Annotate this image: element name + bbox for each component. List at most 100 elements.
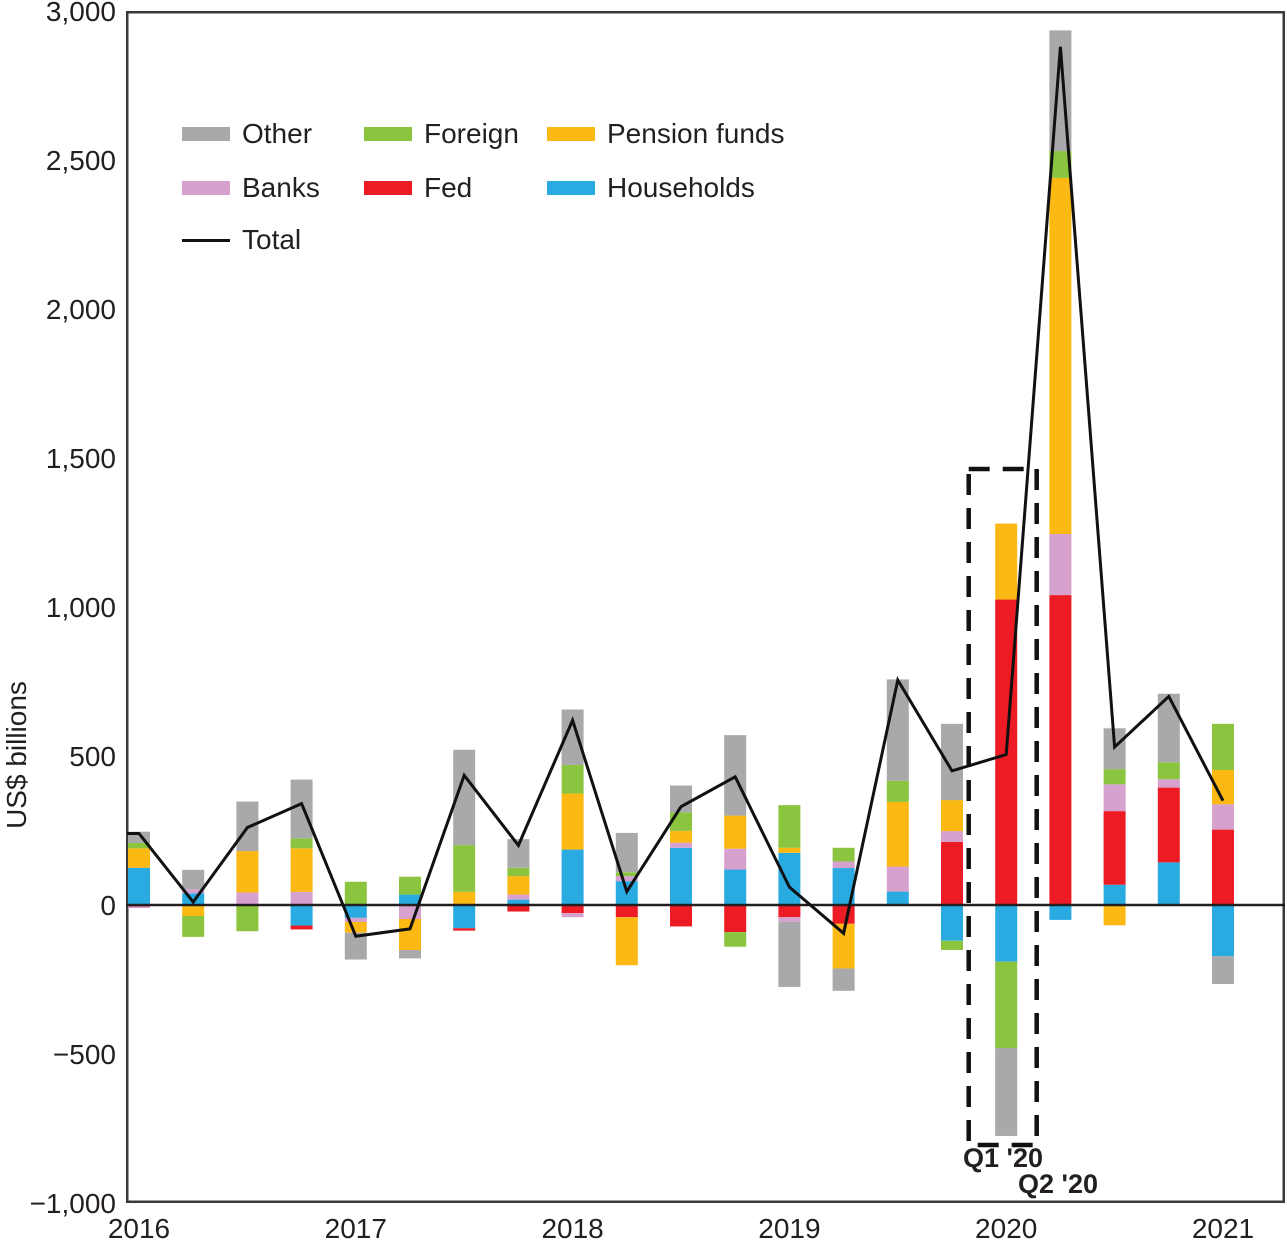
bar-segment-banks-2018-q3 (670, 842, 692, 848)
bar-segment-households-2020-q2 (1049, 905, 1072, 920)
bar-segment-pension-funds-2020-q1 (995, 523, 1018, 600)
bar-segment-other-2016-q2 (182, 869, 205, 890)
y-axis-tick-label-1-000: 1,000 (46, 592, 116, 623)
bar-segment-banks-2016-q3 (236, 892, 259, 905)
bar-segment-other-2021-q1 (1212, 956, 1234, 984)
bar-segment-foreign-2020-q2 (1049, 151, 1072, 178)
bar-segment-foreign-2018-q1 (561, 764, 584, 794)
bar-segment-fed-2018-q4 (724, 905, 747, 933)
bar-segment-fed-2018-q2 (615, 905, 638, 918)
bar-segment-foreign-2020-q4 (1157, 762, 1180, 780)
bar-segment-fed-2018-q1 (561, 905, 584, 914)
bar-segment-households-2019-q4 (941, 905, 963, 941)
bar-segment-households-2018-q1 (561, 849, 584, 905)
bar-segment-banks-2016-q4 (290, 891, 313, 905)
legend-swatch-fed-icon (364, 181, 412, 195)
y-axis-tick-label-3-000: 3,000 (46, 0, 116, 27)
bar-segment-banks-2018-q2 (615, 876, 638, 882)
bar-segment-foreign-2019-q2 (832, 847, 855, 862)
x-axis-year-label-2021: 2021 (1192, 1213, 1254, 1242)
bar-segment-foreign-2019-q4 (941, 940, 963, 950)
y-axis-tick-label-0: 0 (100, 890, 116, 921)
legend-item-fed: Fed (364, 171, 472, 205)
bar-segment-banks-2016-q2 (182, 889, 205, 894)
bar-segment-other-2016-q1 (128, 831, 150, 844)
y-axis-tick-label--1-000: −1,000 (30, 1188, 116, 1219)
bar-segment-pension-funds-2017-q4 (507, 876, 530, 895)
bar-segment-pension-funds-2019-q3 (886, 801, 909, 867)
bar-segment-foreign-2017-q3 (453, 845, 476, 892)
bar-segment-households-2017-q2 (399, 894, 421, 905)
legend-item-banks: Banks (182, 171, 320, 205)
bar-segment-fed-2019-q2 (832, 905, 855, 924)
legend-item-households: Households (547, 171, 755, 205)
bar-segment-fed-2016-q4 (290, 925, 313, 930)
bar-segment-banks-2021-q1 (1212, 804, 1234, 830)
bar-segment-fed-2020-q4 (1157, 787, 1180, 863)
bar-segment-other-2018-q1 (561, 709, 584, 765)
bar-segment-other-2019-q2 (832, 968, 855, 991)
bar-segment-households-2019-q1 (778, 852, 801, 905)
bar-segment-other-2020-q4 (1157, 693, 1180, 763)
legend-label-total: Total (242, 224, 302, 255)
bar-segment-pension-funds-2017-q1 (344, 921, 367, 933)
x-axis-year-label-2017: 2017 (325, 1213, 387, 1242)
bar-segment-pension-funds-2019-q1 (778, 847, 801, 853)
bar-segment-banks-2020-q2 (1049, 533, 1072, 596)
annotation-q2-20-label: Q2 '20 (1018, 1169, 1098, 1199)
bar-segment-fed-2019-q1 (778, 905, 801, 918)
bar-segment-pension-funds-2016-q4 (290, 848, 313, 892)
legend-label-foreign: Foreign (424, 118, 519, 149)
bar-segment-other-2020-q1 (995, 1048, 1018, 1136)
bar-segment-fed-2017-q3 (453, 928, 476, 931)
bar-segment-fed-2020-q2 (1049, 595, 1072, 905)
bar-segment-banks-2018-q1 (561, 913, 584, 918)
bar-segment-foreign-2016-q4 (290, 838, 313, 849)
y-axis-tick-label-2-500: 2,500 (46, 145, 116, 176)
y-axis-tick-label-500: 500 (69, 741, 116, 772)
legend-label-households: Households (607, 172, 755, 203)
legend-label-pension-funds: Pension funds (607, 118, 785, 149)
bar-segment-pension-funds-2017-q3 (453, 891, 476, 905)
bar-segment-fed-2019-q4 (941, 841, 963, 905)
bar-segment-fed-2017-q4 (507, 905, 530, 912)
bar-segment-other-2017-q4 (507, 839, 530, 868)
bar-segment-banks-2019-q1 (778, 917, 801, 922)
bar-segment-other-2017-q2 (399, 949, 421, 959)
bar-segment-foreign-2017-q4 (507, 867, 530, 877)
bar-segment-households-2018-q4 (724, 869, 747, 905)
bar-segment-households-2017-q1 (344, 905, 367, 918)
bar-segment-foreign-2016-q2 (182, 916, 205, 937)
legend-label-other: Other (242, 118, 313, 149)
bar-segment-banks-2019-q2 (832, 861, 855, 869)
highlight-dashed-box (966, 466, 1039, 1148)
x-axis-year-label-2016: 2016 (108, 1213, 170, 1242)
bar-segment-pension-funds-2020-q2 (1049, 177, 1072, 534)
bar-segment-foreign-2019-q3 (886, 780, 909, 802)
bar-segment-banks-2017-q1 (344, 917, 367, 922)
bar-segment-foreign-2020-q3 (1103, 769, 1126, 785)
bar-segment-fed-2020-q3 (1103, 811, 1126, 885)
x-axis-year-label-2019: 2019 (758, 1213, 820, 1242)
bar-segment-households-2020-q1 (995, 905, 1018, 962)
bar-segment-households-2019-q3 (886, 891, 909, 905)
bar-segment-banks-2019-q4 (941, 831, 963, 842)
plot-border (126, 11, 1285, 1203)
y-axis-tick-label-2-000: 2,000 (46, 294, 116, 325)
bar-segment-pension-funds-2021-q1 (1212, 770, 1234, 805)
bar-segment-pension-funds-2018-q4 (724, 815, 747, 849)
bar-segment-banks-2020-q4 (1157, 779, 1180, 788)
legend-swatch-other-icon (182, 127, 230, 141)
legend-swatch-households-icon (547, 181, 595, 195)
bar-segment-foreign-2018-q2 (615, 872, 638, 877)
bar-segment-other-2019-q4 (941, 723, 963, 801)
bar-segment-foreign-2019-q1 (778, 805, 801, 848)
legend-swatch-pension-funds-icon (547, 127, 595, 141)
bar-segment-pension-funds-2018-q2 (615, 917, 638, 966)
bar-segment-households-2018-q3 (670, 847, 692, 905)
bar-segment-households-2017-q4 (507, 899, 530, 905)
bar-segment-other-2019-q1 (778, 921, 801, 987)
bar-segment-households-2020-q3 (1103, 884, 1126, 905)
x-axis-year-label-2018: 2018 (541, 1213, 603, 1242)
bar-segment-foreign-2017-q1 (344, 881, 367, 905)
